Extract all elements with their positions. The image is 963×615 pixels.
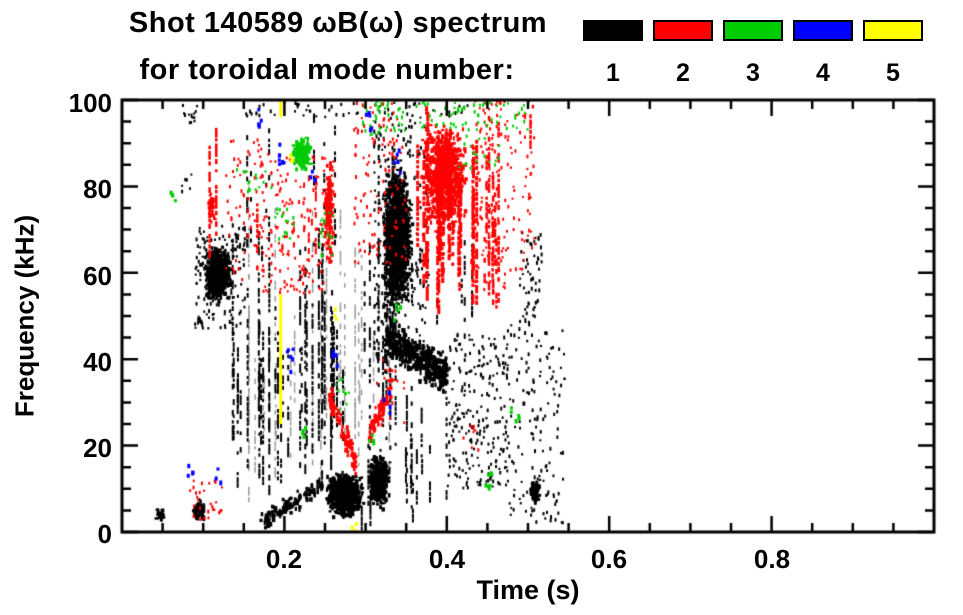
y-tick-label-40: 40: [83, 347, 112, 377]
legend-swatch-mode-5: [863, 20, 923, 41]
legend-label-mode-5: 5: [886, 59, 900, 87]
legend-swatch-mode-1: [583, 20, 643, 41]
chart-title-line-1: Shot 140589 ωB(ω) spectrum: [128, 7, 548, 39]
legend-label-mode-2: 2: [676, 59, 690, 87]
chart-title-line-2: for toroidal mode number:: [139, 54, 515, 86]
y-tick-label-20: 20: [83, 433, 112, 463]
legend-swatch-mode-3: [723, 20, 783, 41]
legend-label-mode-1: 1: [606, 59, 620, 87]
x-tick-label-0.6: 0.6: [590, 544, 628, 574]
y-tick-label-60: 60: [83, 261, 112, 291]
y-tick-label-80: 80: [83, 174, 112, 204]
legend-label-mode-4: 4: [816, 59, 830, 87]
x-tick-label-0.4: 0.4: [428, 544, 466, 574]
x-tick-label-0.2: 0.2: [265, 544, 303, 574]
legend-swatch-mode-2: [653, 20, 713, 41]
y-axis-label: Frequency (kHz): [9, 214, 40, 418]
y-tick-label-0: 0: [97, 519, 112, 549]
x-tick-label-0.8: 0.8: [753, 544, 791, 574]
x-axis-label: Time (s): [476, 575, 580, 605]
y-tick-label-100: 100: [68, 88, 112, 118]
legend-swatch-mode-4: [793, 20, 853, 41]
legend-label-mode-3: 3: [746, 59, 760, 87]
